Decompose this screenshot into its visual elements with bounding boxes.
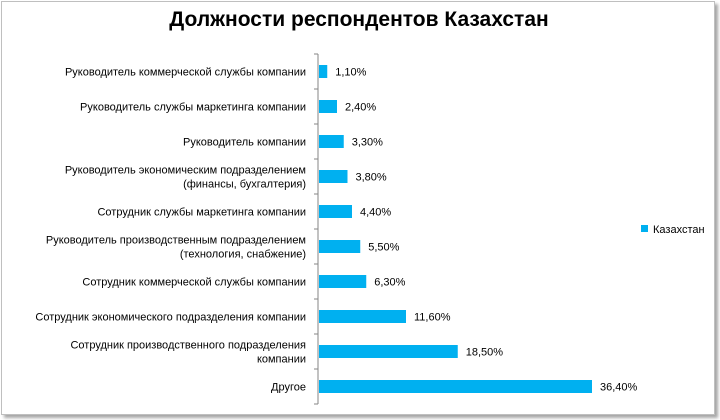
data-label: 3,80% [356, 172, 387, 184]
category-label: Сотрудник производственного подразделени… [70, 340, 306, 366]
category-label: Руководитель экономическим подразделение… [65, 165, 306, 191]
bar [319, 240, 361, 253]
bar [319, 345, 458, 358]
data-label: 4,40% [360, 207, 391, 219]
legend-swatch [641, 225, 648, 232]
chart-title: Должности респондентов Казахстан [169, 8, 549, 31]
category-label: Руководитель производственным подразделе… [46, 235, 306, 261]
data-label: 18,50% [466, 347, 504, 359]
category-label: Сотрудник экономического подразделения к… [35, 312, 306, 324]
data-label: 2,40% [345, 102, 376, 114]
bar [319, 135, 344, 148]
bar [319, 65, 328, 78]
category-label: Сотрудник коммерческой службы компании [82, 277, 306, 289]
legend-label: Казахстан [653, 224, 705, 236]
data-label: 1,10% [335, 67, 366, 79]
category-label: Руководитель компании [183, 137, 306, 149]
bar [319, 205, 352, 218]
bar [319, 380, 592, 393]
category-label: Руководитель коммерческой службы компани… [65, 67, 306, 79]
bar [319, 310, 406, 323]
category-label: Сотрудник службы маркетинга компании [97, 207, 306, 219]
data-label: 5,50% [368, 242, 399, 254]
bar [319, 100, 337, 113]
data-label: 36,40% [600, 382, 638, 394]
data-label: 6,30% [374, 277, 405, 289]
bar [319, 170, 348, 183]
data-label: 11,60% [414, 312, 451, 324]
data-label: 3,30% [352, 137, 383, 149]
bar [319, 275, 367, 288]
category-label: Другое [271, 382, 306, 394]
category-label: Руководитель службы маркетинга компании [80, 102, 306, 114]
